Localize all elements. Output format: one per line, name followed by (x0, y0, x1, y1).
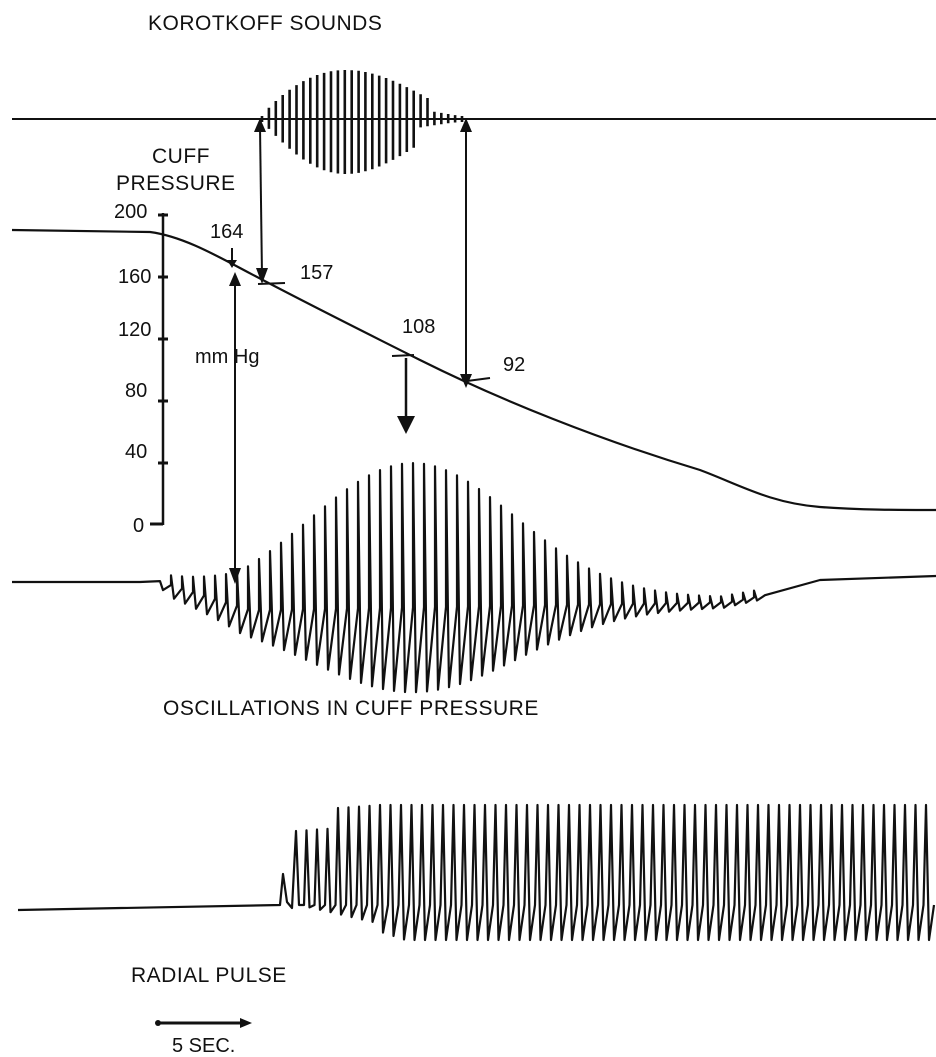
cuff-pressure-title-line1: CUFF (152, 145, 210, 168)
radial-pulse-title: RADIAL PULSE (131, 964, 287, 987)
scale-bar-left-end (155, 1020, 161, 1026)
korotkoff-sounds-title: KOROTKOFF SOUNDS (148, 12, 382, 35)
axis-tick-label-0: 0 (133, 515, 144, 537)
max-oscillation-arrow (397, 358, 415, 434)
marker-92-tick (466, 377, 491, 382)
axis-tick-label-160: 160 (118, 266, 151, 288)
oscillations-title: OSCILLATIONS IN CUFF PRESSURE (163, 697, 539, 720)
radial-pulse-waveform (17, 803, 936, 942)
korotkoff-sound-bursts (260, 70, 464, 174)
radial-pulse-trace (17, 803, 936, 942)
oscillation-trace (12, 462, 936, 694)
oscillation-waveform (12, 462, 936, 694)
marker-164-label: 164 (210, 221, 243, 243)
systolic-link-arrow (254, 118, 268, 284)
marker-92-label: 92 (503, 354, 525, 376)
oscillation-onset-arrow (229, 272, 241, 584)
pressure-unit-label: mm Hg (195, 346, 259, 368)
marker-108-label: 108 (402, 316, 435, 338)
diastolic-link-arrow (460, 118, 472, 388)
scale-bar-label: 5 SEC. (172, 1035, 235, 1057)
korotkoff-spikes (260, 70, 464, 174)
time-scale-bar: 5 SEC. (155, 1018, 252, 1057)
axis-tick-label-120: 120 (118, 319, 151, 341)
marker-164-arrowhead (227, 260, 237, 268)
axis-tick-label-200: 200 (114, 201, 147, 223)
axis-tick-label-40: 40 (125, 441, 147, 463)
marker-108-tick (391, 354, 415, 357)
pressure-scale-axis: 200 160 120 80 40 0 mm Hg (114, 201, 259, 537)
scale-bar-right-end (240, 1018, 252, 1028)
marker-157-label: 157 (300, 262, 333, 284)
cuff-pressure-curve (11, 228, 936, 512)
marker-157-tick (257, 282, 286, 285)
axis-tick-label-80: 80 (125, 380, 147, 402)
cuff-pressure-title-line2: PRESSURE (116, 172, 236, 195)
